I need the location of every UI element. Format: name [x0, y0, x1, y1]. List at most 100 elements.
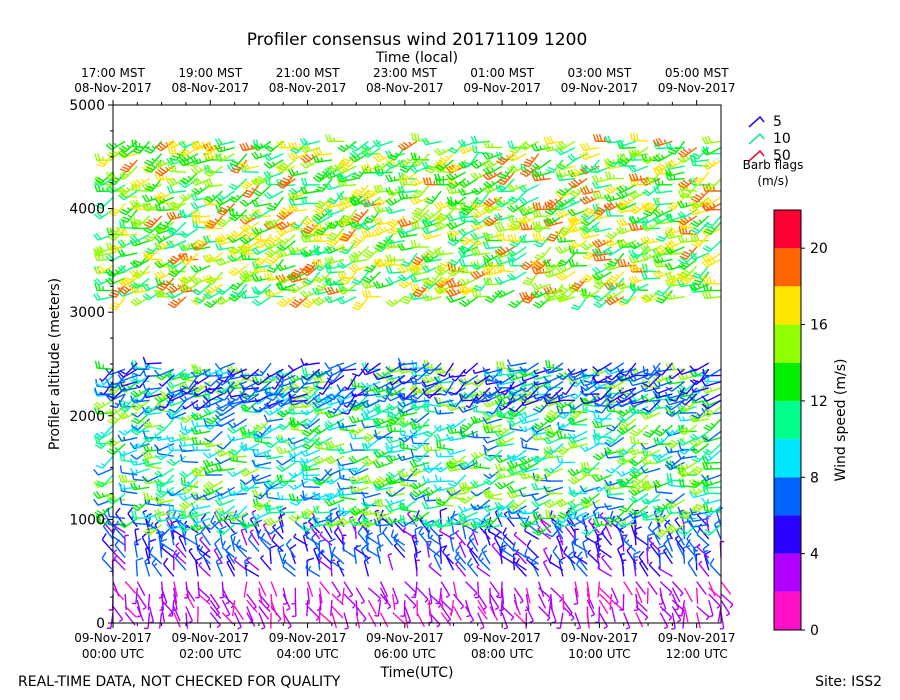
wind-barb — [482, 196, 503, 208]
wind-barb — [153, 159, 175, 168]
wind-barb — [302, 271, 321, 285]
wind-barb — [484, 490, 503, 501]
wind-barb — [518, 368, 539, 378]
colorbar-tick-label: 8 — [810, 470, 819, 486]
wind-barb — [543, 215, 564, 225]
wind-barb — [135, 374, 151, 389]
wind-barb — [628, 254, 649, 264]
wind-barb — [677, 389, 697, 398]
wind-barb — [253, 232, 272, 242]
wind-barb — [471, 145, 491, 155]
wind-barb — [95, 514, 114, 526]
wind-barb — [433, 201, 454, 211]
top-tick-time: 19:00 MST — [178, 66, 242, 80]
wind-barb — [413, 550, 422, 571]
wind-barb — [360, 368, 381, 376]
wind-barb — [144, 227, 163, 242]
wind-barb — [702, 449, 722, 462]
wind-barb — [482, 425, 503, 434]
wind-barb — [548, 554, 564, 571]
wind-barb — [258, 605, 270, 620]
wind-barb — [518, 412, 539, 420]
wind-barb — [411, 437, 430, 450]
wind-barb — [424, 190, 442, 205]
wind-barb — [530, 169, 551, 178]
wind-barb — [203, 369, 223, 377]
wind-barb — [434, 517, 454, 529]
wind-barb — [94, 505, 114, 517]
wind-barb — [105, 405, 126, 417]
wind-barb — [214, 368, 235, 376]
wind-barb — [470, 237, 491, 247]
wind-barb — [156, 418, 175, 432]
wind-barb — [474, 581, 480, 599]
wind-barb — [263, 159, 284, 169]
wind-barb — [93, 292, 114, 301]
wind-barb — [190, 156, 211, 165]
wind-barb — [690, 190, 710, 203]
wind-barb — [312, 368, 333, 379]
wind-barb — [149, 546, 163, 565]
wind-barb — [414, 525, 423, 546]
wind-barb — [107, 202, 126, 217]
wind-barb — [641, 480, 661, 492]
wind-barb — [671, 593, 680, 611]
wind-barb — [348, 485, 369, 494]
wind-barb — [616, 424, 637, 435]
wind-barb — [653, 177, 673, 186]
wind-barb — [246, 606, 254, 624]
wind-barb — [688, 252, 710, 260]
wind-barb — [252, 184, 272, 197]
wind-barb — [506, 359, 527, 367]
wind-barb — [623, 612, 631, 630]
wind-barb — [129, 458, 150, 466]
wind-barb — [129, 467, 150, 475]
wind-barb — [117, 434, 138, 442]
wind-barb — [652, 380, 673, 388]
wind-barb — [373, 217, 393, 226]
wind-barb — [556, 455, 576, 464]
wind-barb — [275, 263, 296, 272]
wind-barb — [120, 271, 138, 286]
wind-barb — [678, 478, 697, 488]
wind-barb — [521, 440, 539, 451]
wind-barb — [324, 171, 345, 180]
wind-barb — [360, 507, 381, 516]
wind-barb — [301, 296, 321, 309]
wind-barb — [351, 391, 369, 397]
wind-barb — [331, 581, 342, 598]
wind-barb — [496, 409, 515, 420]
wind-barb — [239, 233, 260, 245]
wind-barb — [230, 531, 238, 552]
wind-barb — [616, 517, 637, 529]
wind-barb — [648, 536, 661, 552]
wind-barb — [312, 393, 333, 404]
wind-barb — [701, 252, 722, 263]
wind-barb — [623, 581, 633, 596]
wind-barb — [628, 378, 649, 387]
wind-barb — [690, 221, 710, 235]
wind-barb — [93, 245, 114, 255]
wind-barb — [591, 165, 612, 174]
wind-barb — [167, 252, 187, 265]
wind-barb — [287, 168, 308, 177]
wind-barb — [399, 159, 418, 173]
wind-barb — [709, 558, 722, 577]
wind-barb — [166, 283, 187, 294]
wind-barb — [392, 593, 396, 610]
wind-barb — [494, 289, 515, 299]
wind-barb — [708, 581, 716, 597]
wind-barb — [482, 366, 503, 375]
wind-barb — [438, 534, 443, 552]
wind-barb — [682, 612, 686, 629]
wind-barb — [702, 462, 722, 470]
wind-barb — [545, 258, 564, 272]
wind-barb — [483, 449, 503, 462]
wind-barb — [288, 283, 308, 294]
wind-barb — [689, 283, 710, 292]
wind-barb — [398, 277, 418, 289]
wind-barb — [219, 581, 225, 599]
wind-barb — [360, 399, 381, 409]
wind-barb — [641, 263, 661, 273]
wind-barb — [506, 183, 527, 192]
